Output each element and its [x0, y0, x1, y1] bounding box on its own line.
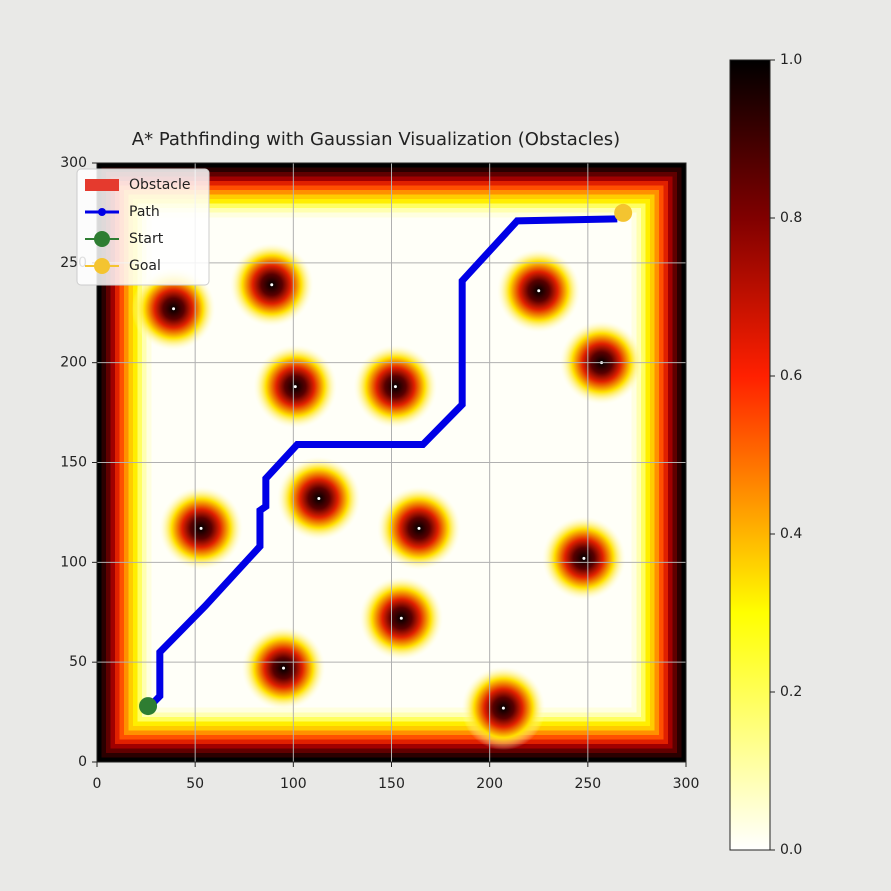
x-tick-label: 0: [93, 776, 102, 792]
colorbar-tick-label: 0.2: [780, 684, 802, 700]
point-start: [139, 697, 158, 716]
x-tick-label: 200: [476, 776, 503, 792]
y-tick-label: 50: [69, 654, 87, 670]
legend-label: Path: [129, 204, 160, 220]
path-line: [147, 215, 618, 709]
obstacle-center: [172, 307, 176, 311]
legend-marker: [94, 231, 110, 247]
obstacle-center: [582, 556, 586, 560]
y-tick-label: 150: [60, 455, 87, 471]
legend-label: Obstacle: [129, 177, 190, 193]
y-tick-label: 300: [60, 155, 87, 171]
x-tick-label: 100: [280, 776, 307, 792]
obstacle-center: [399, 616, 403, 620]
colorbar-tick-label: 0.0: [780, 842, 802, 858]
axes-frame: [96, 162, 687, 763]
colorbar-tick-label: 1.0: [780, 52, 802, 68]
obstacle-center: [199, 526, 203, 530]
obstacle-center: [417, 526, 421, 530]
obstacle-center: [393, 385, 397, 389]
x-tick-label: 50: [186, 776, 204, 792]
obstacle-center: [293, 385, 297, 389]
legend-label: Goal: [129, 258, 161, 274]
legend: Obstacle Path Start Goal: [76, 168, 210, 286]
colorbar-tick-label: 0.4: [780, 526, 802, 542]
legend-label: Start: [129, 231, 164, 247]
y-tick-label: 100: [60, 554, 87, 570]
legend-box: [76, 168, 210, 286]
obstacle-center: [270, 283, 274, 287]
colorbar: [729, 59, 771, 851]
obstacle-center: [317, 496, 321, 500]
chart-title: A* Pathfinding with Gaussian Visualizati…: [132, 129, 620, 150]
y-tick-label: 200: [60, 355, 87, 371]
x-tick-label: 250: [574, 776, 601, 792]
y-tick-label: 0: [78, 754, 87, 770]
colorbar-tick-label: 0.6: [780, 368, 802, 384]
colorbar-tick-label: 0.8: [780, 210, 802, 226]
legend-swatch: [85, 179, 119, 191]
obstacle-center: [282, 666, 286, 670]
x-tick-label: 150: [378, 776, 405, 792]
legend-marker: [98, 208, 106, 216]
obstacle-center: [537, 289, 541, 293]
obstacle-center: [501, 706, 505, 710]
legend-marker: [94, 258, 110, 274]
point-goal: [614, 203, 633, 222]
x-tick-label: 300: [673, 776, 700, 792]
